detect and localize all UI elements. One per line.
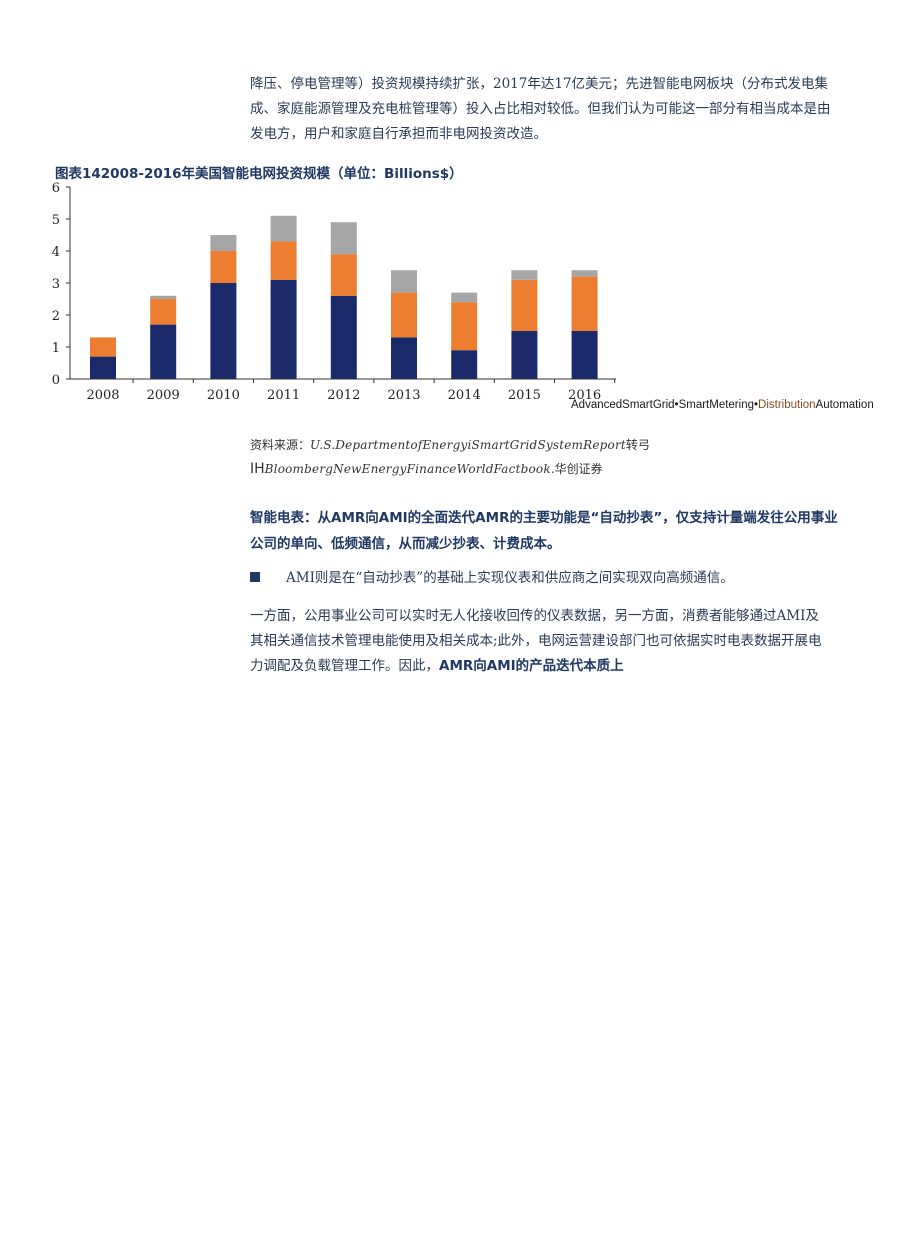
bars-group (90, 215, 598, 379)
bar-segment (571, 276, 598, 331)
bar-segment (330, 254, 357, 296)
bar-segment (270, 279, 297, 379)
bar-segment (330, 222, 357, 255)
heading-line: 智能电表：从AMR向AMI的全面迭代AMR的主要功能是“自动抄表”，仅支持计量端… (250, 510, 838, 526)
source-tail: 转弓 (625, 438, 650, 452)
body-paragraph: 一方面，公用事业公司可以实时无人化接收回传的仪表数据，另一方面，消费者能够通过A… (250, 604, 882, 679)
x-tick-label: 2014 (448, 388, 481, 403)
bar-segment (451, 350, 478, 379)
x-tick-label: 2008 (86, 388, 119, 403)
bar-segment (330, 295, 357, 379)
bar-segment (511, 270, 538, 280)
bar-segment (451, 302, 478, 351)
body-line: 其相关通信技术管理电能使用及相关成本;此外，电网运营建设部门也可依据实时电表数据… (250, 633, 822, 649)
bar-segment (210, 283, 237, 379)
x-tick-label: 2016 (568, 388, 601, 403)
body-line: 力调配及负载管理工作。因此，AMR向AMI的产品迭代本质上 (250, 654, 882, 679)
square-bullet-icon (250, 571, 260, 582)
legend-distribution: Distribution (758, 399, 816, 411)
bar-segment (571, 331, 598, 379)
heading-line: 公司的单向、低频通信，从而减少抄表、计费成本。 (250, 536, 561, 552)
bar-segment (90, 337, 116, 357)
legend-automation: Automation (815, 399, 874, 411)
x-tick-label: 2010 (207, 388, 240, 403)
bar-segment (391, 292, 417, 338)
y-tick-label: 3 (52, 277, 60, 292)
y-axis: 0 1 2 3 4 5 6 (52, 181, 71, 388)
bullet-text: AMI则是在“自动抄表”的基础上实现仪表和供应商之间实现双向高频通信。 (286, 570, 734, 586)
source-citation-2: BloombergNewEnergyFinanceWorldFactbook (264, 462, 551, 476)
bar-segment (210, 235, 237, 251)
bar-segment (571, 270, 598, 277)
source-line-2: IHBloombergNewEnergyFinanceWorldFactbook… (250, 457, 650, 481)
y-tick-label: 6 (52, 181, 60, 196)
y-tick-label: 5 (52, 213, 60, 228)
bar-segment (391, 270, 417, 293)
body-text: 力调配及负载管理工作。因此， (250, 658, 439, 674)
bar-segment (451, 292, 478, 303)
legend-text: AdvancedSmartGrid•SmartMetering• (571, 399, 759, 411)
source-prefix: IH (250, 461, 265, 477)
bar-segment (150, 299, 177, 325)
source-citation: U.S.DepartmentofEnergyiSmartGridSystemRe… (310, 438, 626, 452)
bar-segment (270, 215, 297, 242)
intro-line: 降压、停电管理等）投资规模持续扩张，2017年达17亿美元；先进智能电网板块（分… (250, 76, 829, 92)
chart-legend: AdvancedSmartGrid•SmartMetering•Distribu… (571, 399, 874, 411)
bar-segment (90, 356, 116, 379)
source-tail-2: .华创证券 (550, 462, 603, 476)
y-tick-label: 0 (52, 373, 60, 388)
source-note: 资料来源：U.S.DepartmentofEnergyiSmartGridSys… (250, 433, 650, 481)
chart-title: 图表142008-2016年美国智能电网投资规模（单位：Billions$） (55, 166, 463, 182)
bar-segment (150, 295, 177, 299)
bar-segment (511, 331, 538, 379)
bar-chart: 0 1 2 3 4 5 6 2008 2009 2010 2011 2012 2013 2014 2015… (52, 181, 616, 403)
intro-line: 发电方，用户和家庭自行承担而非电网投资改造。 (250, 126, 547, 142)
x-tick-label: 2015 (508, 388, 541, 403)
x-tick-label: 2011 (267, 388, 300, 403)
intro-paragraph: 降压、停电管理等）投资规模持续扩张，2017年达17亿美元；先进智能电网板块（分… (250, 72, 882, 147)
bar-segment (511, 279, 538, 331)
x-axis: 2008 2009 2010 2011 2012 2013 2014 2015 2016 (70, 378, 616, 403)
x-tick-label: 2013 (387, 388, 420, 403)
body-emphasis: AMR向AMI的产品迭代本质上 (439, 658, 624, 674)
y-tick-label: 1 (52, 341, 60, 356)
y-tick-label: 4 (52, 245, 60, 260)
x-tick-label: 2012 (327, 388, 360, 403)
source-label: 资料来源： (250, 438, 311, 452)
section-heading: 智能电表：从AMR向AMI的全面迭代AMR的主要功能是“自动抄表”，仅支持计量端… (250, 505, 882, 557)
bar-segment (270, 241, 297, 280)
bullet-item: AMI则是在“自动抄表”的基础上实现仪表和供应商之间实现双向高频通信。 (250, 566, 734, 586)
intro-line: 成、家庭能源管理及充电桩管理等）投入占比相对较低。但我们认为可能这一部分有相当成… (250, 101, 831, 117)
x-tick-label: 2009 (147, 388, 180, 403)
bar-segment (391, 337, 417, 379)
source-line-1: 资料来源：U.S.DepartmentofEnergyiSmartGridSys… (250, 433, 650, 457)
bar-segment (210, 251, 237, 283)
bar-segment (150, 324, 177, 379)
y-tick-label: 2 (52, 309, 60, 324)
body-line: 一方面，公用事业公司可以实时无人化接收回传的仪表数据，另一方面，消费者能够通过A… (250, 608, 819, 624)
